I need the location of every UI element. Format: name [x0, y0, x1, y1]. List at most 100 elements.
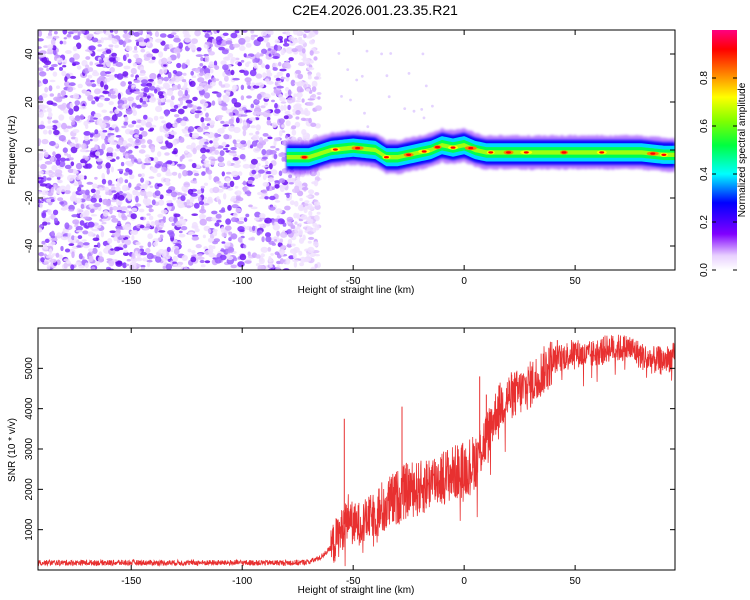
noise-blob: [219, 150, 225, 157]
noise-blob: [255, 73, 263, 79]
noise-blob: [181, 254, 188, 261]
noise-blob: [262, 72, 267, 79]
noise-blob: [69, 142, 76, 147]
noise-blob: [138, 149, 146, 154]
noise-blob: [41, 138, 49, 145]
noise-blob: [269, 150, 277, 155]
noise-blob: [153, 156, 159, 163]
noise-blob: [177, 90, 184, 97]
noise-blob: [145, 180, 149, 186]
noise-blob: [305, 88, 311, 92]
noise-blob: [305, 195, 312, 198]
noise-blob: [101, 109, 107, 113]
noise-blob: [146, 82, 153, 87]
noise-blob: [269, 163, 273, 170]
noise-blob: [108, 248, 116, 255]
noise-blob: [278, 94, 283, 99]
noise-blob: [231, 204, 239, 209]
noise-blob: [159, 33, 167, 38]
noise-blob: [203, 197, 208, 200]
noise-blob: [123, 251, 129, 256]
noise-blob: [237, 226, 245, 232]
noise-blob: [38, 170, 44, 175]
noise-blob: [260, 246, 268, 253]
noise-blob: [308, 236, 315, 240]
noise-blob: [298, 250, 303, 256]
noise-blob: [138, 37, 145, 43]
noise-blob: [63, 108, 69, 114]
noise-blob: [137, 253, 141, 260]
noise-blob: [302, 234, 306, 241]
noise-blob: [183, 181, 191, 188]
noise-blob: [117, 168, 124, 172]
noise-blob: [183, 189, 188, 193]
noise-blob: [60, 90, 66, 97]
noise-blob: [246, 95, 252, 99]
noise-blob: [197, 253, 203, 257]
noise-blob: [83, 131, 91, 136]
noise-blob: [46, 198, 52, 203]
noise-dot: [346, 68, 350, 71]
noise-blob: [161, 255, 168, 262]
noise-blob: [48, 170, 53, 174]
noise-blob: [90, 188, 96, 193]
noise-blob: [138, 42, 147, 46]
noise-blob: [135, 104, 142, 109]
noise-blob: [307, 67, 315, 71]
noise-blob: [154, 88, 158, 94]
noise-blob: [230, 233, 238, 240]
noise-blob: [316, 171, 321, 177]
noise-blob: [175, 192, 183, 195]
noise-blob: [85, 124, 89, 130]
noise-blob: [131, 84, 137, 88]
noise-blob: [55, 252, 60, 258]
noise-blob: [102, 198, 109, 206]
noise-blob: [196, 145, 201, 150]
noise-blob: [204, 41, 212, 45]
noise-blob: [228, 237, 232, 242]
noise-blob: [146, 53, 154, 58]
noise-blob: [114, 44, 120, 49]
noise-blob: [303, 33, 307, 39]
noise-blob: [187, 188, 194, 195]
noise-blob: [145, 247, 151, 254]
noise-blob: [155, 38, 163, 43]
noise-blob: [135, 138, 140, 144]
noise-dot: [412, 109, 416, 113]
noise-dot: [360, 74, 364, 78]
noise-blob: [97, 161, 103, 165]
noise-blob: [54, 31, 58, 35]
noise-blob: [164, 133, 169, 138]
noise-blob: [137, 77, 142, 81]
noise-blob: [242, 180, 247, 186]
signal-peak: [661, 153, 667, 156]
noise-blob: [139, 224, 145, 229]
noise-blob: [156, 172, 162, 178]
noise-blob: [150, 146, 156, 153]
noise-blob: [135, 124, 142, 129]
noise-blob: [55, 97, 63, 103]
noise-blob: [95, 189, 101, 195]
noise-blob: [192, 96, 198, 101]
noise-blob: [56, 57, 63, 63]
noise-blob: [38, 53, 46, 58]
noise-blob: [266, 80, 274, 85]
noise-blob: [276, 71, 284, 77]
noise-blob: [176, 52, 181, 59]
noise-blob: [308, 117, 312, 124]
noise-blob: [316, 92, 322, 95]
noise-blob: [223, 134, 230, 140]
noise-blob: [205, 216, 214, 222]
noise-blob: [114, 186, 121, 193]
noise-blob: [89, 138, 93, 142]
noise-blob: [221, 241, 226, 244]
noise-blob: [141, 79, 148, 84]
colorbar-tick-label: 0.8: [699, 71, 710, 85]
noise-blob: [287, 238, 293, 245]
noise-blob: [308, 210, 313, 217]
noise-blob: [287, 104, 291, 111]
noise-blob: [125, 160, 133, 166]
noise-blob: [97, 44, 102, 47]
noise-blob: [125, 209, 130, 214]
noise-blob: [138, 134, 143, 140]
